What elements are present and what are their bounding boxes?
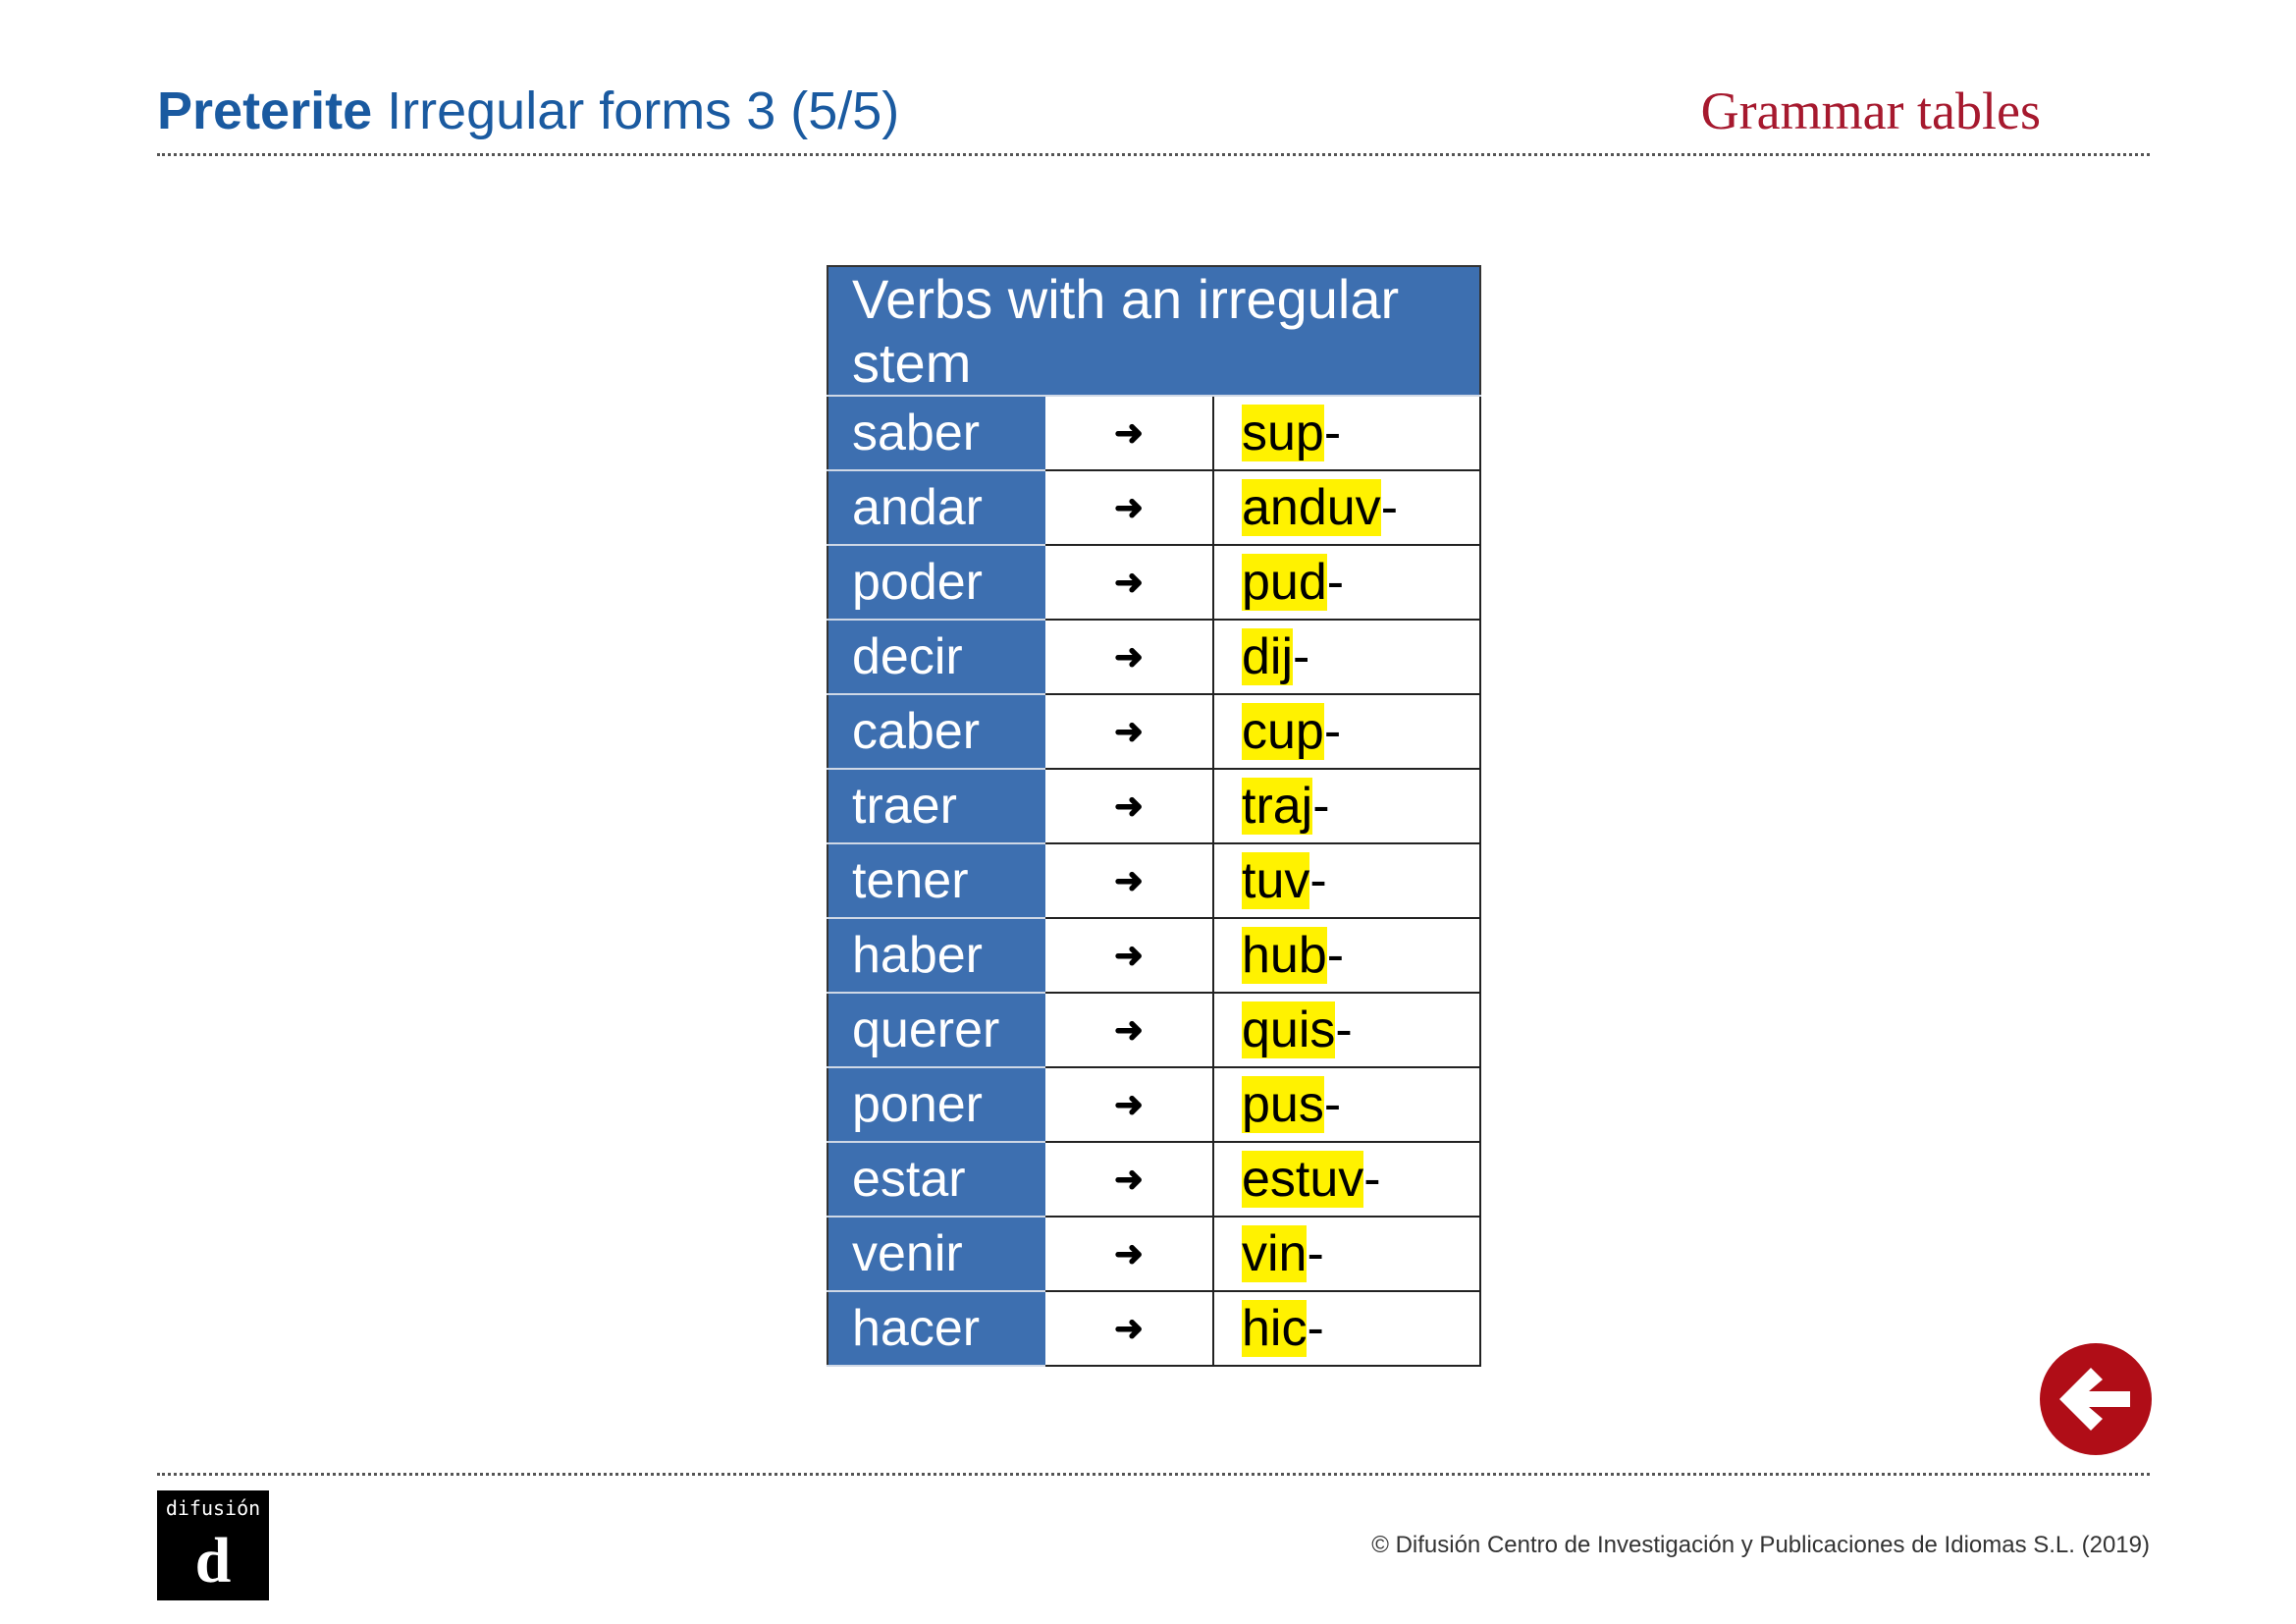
verb-cell: decir xyxy=(827,619,1045,695)
arrow-right-icon: ➜ xyxy=(1043,693,1214,770)
logo-text: difusión xyxy=(165,1496,261,1520)
stem-cell: quis- xyxy=(1212,992,1481,1068)
table-row: venir ➜ vin- xyxy=(827,1216,1481,1292)
verb-cell: tener xyxy=(827,842,1045,919)
arrow-left-icon xyxy=(2059,1368,2130,1431)
difusion-logo: difusión d xyxy=(157,1490,269,1600)
table-row: saber ➜ sup- xyxy=(827,395,1481,471)
stem-highlight: hub xyxy=(1242,927,1327,984)
verb-cell: poner xyxy=(827,1066,1045,1143)
arrow-right-icon: ➜ xyxy=(1043,842,1214,919)
title-bold: Preterite xyxy=(157,81,373,140)
verb-cell: andar xyxy=(827,469,1045,546)
arrow-right-icon: ➜ xyxy=(1043,619,1214,695)
stem-cell: dij- xyxy=(1212,619,1481,695)
stem-cell: hub- xyxy=(1212,917,1481,994)
verb-cell: saber xyxy=(827,395,1045,471)
table-row: andar ➜ anduv- xyxy=(827,469,1481,546)
stem-cell: pus- xyxy=(1212,1066,1481,1143)
verb-cell: hacer xyxy=(827,1290,1045,1367)
stem-suffix: - xyxy=(1335,1001,1353,1058)
arrow-right-icon: ➜ xyxy=(1043,992,1214,1068)
stem-suffix: - xyxy=(1312,778,1330,835)
logo-mark: d xyxy=(194,1525,232,1597)
stem-suffix: - xyxy=(1307,1300,1324,1357)
stem-suffix: - xyxy=(1363,1151,1381,1208)
table-row: haber ➜ hub- xyxy=(827,917,1481,994)
stem-suffix: - xyxy=(1323,703,1342,760)
stem-cell: cup- xyxy=(1212,693,1481,770)
table-row: querer ➜ quis- xyxy=(827,992,1481,1068)
arrow-right-icon: ➜ xyxy=(1043,768,1214,844)
back-button[interactable] xyxy=(2040,1343,2152,1455)
page-title: Preterite Irregular forms 3 (5/5) xyxy=(157,81,899,141)
stem-cell: traj- xyxy=(1212,768,1481,844)
stem-highlight: tuv xyxy=(1242,852,1310,909)
stem-cell: estuv- xyxy=(1212,1141,1481,1218)
arrow-right-icon: ➜ xyxy=(1043,469,1214,546)
arrow-right-icon: ➜ xyxy=(1043,1141,1214,1218)
title-rest: Irregular forms 3 (5/5) xyxy=(387,81,900,140)
table-row: tener ➜ tuv- xyxy=(827,842,1481,919)
stem-highlight: vin xyxy=(1242,1225,1308,1282)
table-row: traer ➜ traj- xyxy=(827,768,1481,844)
verb-cell: traer xyxy=(827,768,1045,844)
stem-suffix: - xyxy=(1309,852,1327,909)
stem-highlight: quis xyxy=(1242,1001,1336,1058)
table-row: hacer ➜ hic- xyxy=(827,1290,1481,1367)
verb-cell: poder xyxy=(827,544,1045,621)
table-row: caber ➜ cup- xyxy=(827,693,1481,770)
stem-suffix: - xyxy=(1326,927,1345,984)
arrow-right-icon: ➜ xyxy=(1043,917,1214,994)
stem-highlight: anduv xyxy=(1242,479,1381,536)
stem-highlight: traj xyxy=(1242,778,1313,835)
stem-suffix: - xyxy=(1307,1225,1324,1282)
stem-suffix: - xyxy=(1380,479,1399,536)
stem-suffix: - xyxy=(1323,405,1342,461)
stem-highlight: pud xyxy=(1242,554,1327,611)
arrow-right-icon: ➜ xyxy=(1043,1290,1214,1367)
verb-cell: venir xyxy=(827,1216,1045,1292)
verb-cell: caber xyxy=(827,693,1045,770)
stem-cell: tuv- xyxy=(1212,842,1481,919)
table-row: decir ➜ dij- xyxy=(827,619,1481,695)
stem-cell: vin- xyxy=(1212,1216,1481,1292)
stem-cell: sup- xyxy=(1212,395,1481,471)
verb-cell: haber xyxy=(827,917,1045,994)
footer-divider xyxy=(157,1473,2150,1476)
copyright: © Difusión Centro de Investigación y Pub… xyxy=(1371,1532,2150,1558)
stem-suffix: - xyxy=(1326,554,1345,611)
stem-highlight: pus xyxy=(1242,1076,1324,1133)
arrow-right-icon: ➜ xyxy=(1043,1066,1214,1143)
stem-highlight: cup xyxy=(1242,703,1324,760)
stem-highlight: dij xyxy=(1242,628,1294,685)
table-heading: Verbs with an irregular stem xyxy=(827,265,1481,397)
arrow-right-icon: ➜ xyxy=(1043,1216,1214,1292)
stem-suffix: - xyxy=(1323,1076,1342,1133)
arrow-right-icon: ➜ xyxy=(1043,395,1214,471)
arrow-right-icon: ➜ xyxy=(1043,544,1214,621)
verb-cell: querer xyxy=(827,992,1045,1068)
stem-highlight: hic xyxy=(1242,1300,1308,1357)
table-row: poner ➜ pus- xyxy=(827,1066,1481,1143)
verb-table: Verbs with an irregular stem saber ➜ sup-a… xyxy=(827,265,1481,1367)
stem-suffix: - xyxy=(1293,628,1310,685)
stem-highlight: sup xyxy=(1242,405,1324,461)
stem-cell: hic- xyxy=(1212,1290,1481,1367)
header-divider xyxy=(157,153,2150,156)
stem-cell: pud- xyxy=(1212,544,1481,621)
table-row: estar ➜ estuv- xyxy=(827,1141,1481,1218)
stem-highlight: estuv xyxy=(1242,1151,1364,1208)
verb-cell: estar xyxy=(827,1141,1045,1218)
table-row: poder ➜ pud- xyxy=(827,544,1481,621)
stem-cell: anduv- xyxy=(1212,469,1481,546)
section-label: Grammar tables xyxy=(1700,81,2041,140)
